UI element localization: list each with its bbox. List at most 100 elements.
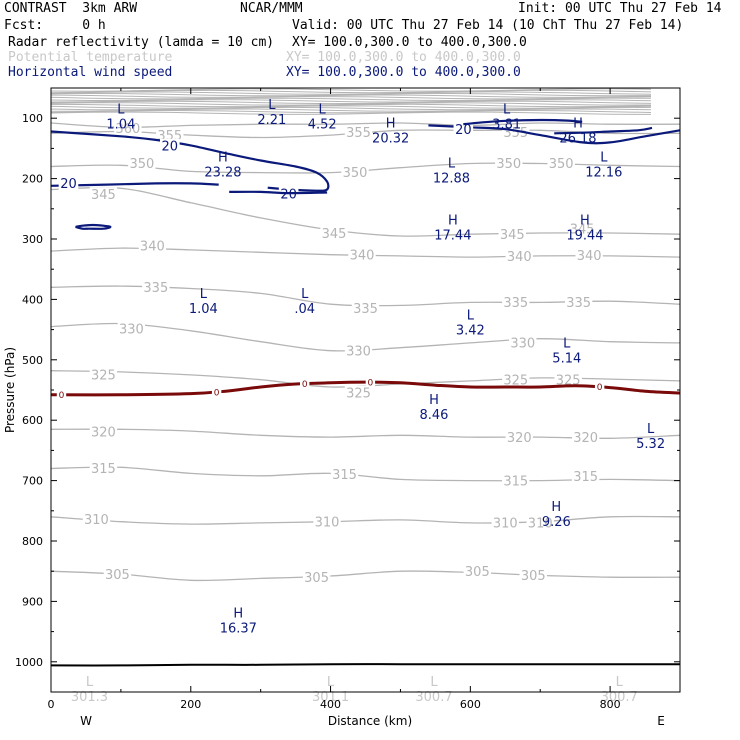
extremum-value: 8.46 <box>420 408 449 423</box>
extremum-value: 16.37 <box>220 622 257 637</box>
extremum-value: 9.26 <box>542 515 571 530</box>
theta-label-330-bg <box>509 335 537 351</box>
theta-label-340-bg <box>348 247 376 262</box>
extremum-type: H <box>233 607 243 622</box>
y-axis-title: Pressure (hPa) <box>3 347 17 433</box>
theta-upper-line <box>51 96 652 100</box>
extremum-value: .04 <box>294 302 315 317</box>
freezing-level-label: 0 <box>368 378 374 388</box>
theta-label-320: 320 <box>573 431 598 446</box>
theta-label-345-bg <box>498 227 526 242</box>
surface-layer <box>50 663 680 667</box>
theta-label-350: 350 <box>549 157 574 172</box>
extremum-type: L <box>301 287 309 302</box>
freezing-level-label: 0 <box>302 380 308 390</box>
x-tick-label: 0 <box>48 698 55 711</box>
theta-label-330-bg <box>117 321 146 337</box>
theta-label-315: 315 <box>503 474 528 489</box>
theta-label-305: 305 <box>521 569 546 584</box>
theta-line-310 <box>51 515 680 525</box>
extremum-value: 17.44 <box>434 229 471 244</box>
extremum-type: L <box>200 287 208 302</box>
extremum-type: L <box>448 157 456 172</box>
extremum-value: 19.44 <box>566 229 603 244</box>
forecast-hour: Fcst: 0 h <box>4 18 106 33</box>
extremum-value: 20.32 <box>372 131 409 146</box>
extremum-type: L <box>600 151 608 166</box>
wind-contour-label: 20 <box>60 177 77 192</box>
field-reflectivity-xy: XY= 100.0,300.0 to 400.0,300.0 <box>292 35 527 50</box>
extremum-type: L <box>647 422 655 437</box>
extremum-type: L <box>319 102 327 117</box>
wind-contour-line <box>554 126 653 135</box>
theta-label-315-bg <box>571 469 600 484</box>
theta-label-340: 340 <box>577 249 602 264</box>
theta-label-360-bg <box>114 121 142 136</box>
theta-label-320-bg <box>571 429 600 445</box>
theta-upper-line <box>51 103 652 108</box>
theta-label-310: 310 <box>315 515 340 530</box>
wind-contour-line <box>51 182 219 187</box>
theta-label-310-bg <box>491 515 519 531</box>
theta-upper-line <box>51 91 652 95</box>
theta-label-335-bg <box>351 301 380 316</box>
extremum-value: 4.52 <box>308 117 337 132</box>
theta-label-355-bg <box>344 124 373 140</box>
theta-label-325: 325 <box>91 369 116 384</box>
x-tick-label: 800 <box>600 698 621 711</box>
theta-upper-line <box>51 100 652 105</box>
theta-label-305-bg <box>519 568 547 583</box>
extremum-type: L <box>616 675 624 690</box>
extremum-value: 301.1 <box>312 690 349 705</box>
y-tick-label: 300 <box>22 233 43 246</box>
extremum-value: 2.21 <box>257 113 286 128</box>
theta-label-305-bg <box>103 567 132 582</box>
extremum-type: L <box>86 675 94 690</box>
extremum-value: 1.04 <box>189 302 218 317</box>
theta-label-305: 305 <box>465 565 490 580</box>
wind-contour-label-bg <box>160 138 180 154</box>
field-wind-xy: XY= 100.0,300.0 to 400.0,300.0 <box>286 65 521 80</box>
x-tick-label: 200 <box>180 698 201 711</box>
theta-label-325-bg <box>502 372 530 387</box>
wind-contour-label: 20 <box>280 187 297 202</box>
extremum-value: 3.81 <box>492 117 521 132</box>
theta-label-350-bg <box>547 156 575 171</box>
theta-label-315-bg <box>330 467 359 482</box>
freezing-level-label-bg <box>299 379 310 389</box>
theta-label-340-bg <box>575 248 603 263</box>
theta-label-355: 355 <box>346 126 371 141</box>
theta-label-340-bg <box>505 249 533 264</box>
org-label: NCAR/MMM <box>240 1 303 16</box>
wind-contour-line <box>428 124 680 145</box>
y-tick-label: 600 <box>22 414 43 427</box>
wind-contour-line <box>229 190 328 195</box>
extremum-value: 1.04 <box>106 117 135 132</box>
theta-label-325: 325 <box>503 373 528 388</box>
theta-label-355-bg <box>156 127 184 143</box>
theta-label-335: 335 <box>143 281 168 296</box>
theta-label-345-bg <box>320 226 348 241</box>
theta-label-335: 335 <box>503 296 528 311</box>
y-tick-label: 900 <box>22 595 43 608</box>
theta-label-350: 350 <box>496 157 521 172</box>
upper-theta-contour-band <box>51 88 652 115</box>
init-time: Init: 00 UTC Thu 27 Feb 14 <box>518 1 722 16</box>
wind-contour-line <box>75 223 112 230</box>
model-title: CONTRAST 3km ARW <box>4 1 138 16</box>
theta-label-305-bg <box>302 570 331 585</box>
theta-upper-line <box>51 108 652 112</box>
theta-label-315-bg <box>502 473 530 488</box>
freezing-level-label-bg <box>365 377 376 388</box>
y-tick-label: 700 <box>22 475 43 488</box>
theta-label-350: 350 <box>343 166 368 181</box>
theta-label-340-bg <box>138 238 167 253</box>
extremum-type: H <box>551 500 561 515</box>
theta-label-310: 310 <box>528 517 553 532</box>
theta-label-360: 360 <box>115 122 140 137</box>
extremum-value: 12.16 <box>585 166 622 181</box>
theta-label-350: 350 <box>129 157 154 172</box>
